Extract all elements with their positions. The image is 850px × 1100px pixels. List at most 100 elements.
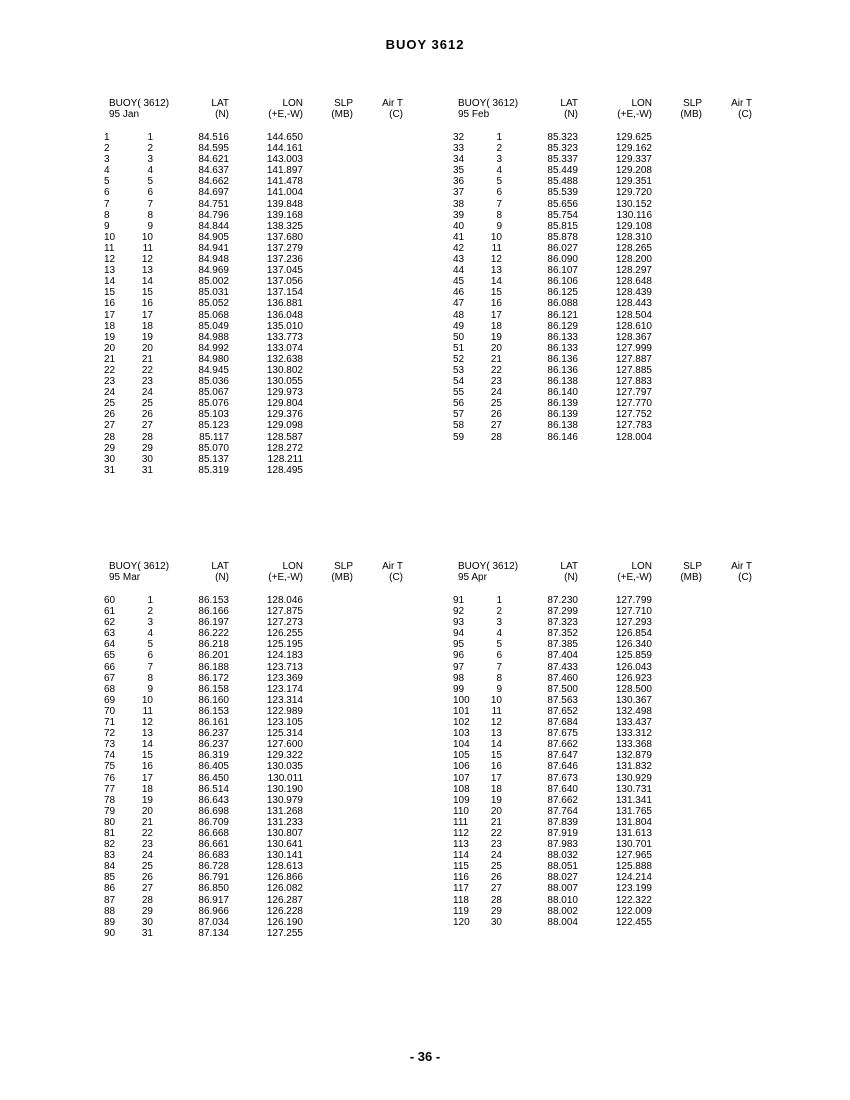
table-row: 53 22 86.136 127.885 <box>452 365 802 376</box>
cell-day: 28 <box>490 894 502 906</box>
table-row: 9 9 84.844 138.325 <box>103 221 453 232</box>
cell-lat: 88.007 <box>547 883 578 895</box>
cell-day: 30 <box>141 916 153 928</box>
cell-lon: 130.367 <box>615 694 652 706</box>
table-row: 6 6 84.697 141.004 <box>103 187 453 198</box>
table-row: 79 20 86.698 131.268 <box>103 806 453 817</box>
cell-lon: 130.035 <box>266 761 303 773</box>
table-row: 8 8 84.796 139.168 <box>103 210 453 221</box>
cell-lon: 127.255 <box>266 927 303 939</box>
cell-lat: 84.697 <box>198 187 229 199</box>
cell-idx: 109 <box>453 794 470 806</box>
cell-idx: 30 <box>104 453 116 465</box>
cell-idx: 68 <box>104 683 116 695</box>
cell-lat: 84.992 <box>198 342 229 354</box>
cell-idx: 46 <box>453 287 465 299</box>
table-row: 65 6 86.201 124.183 <box>103 650 453 661</box>
cell-day: 19 <box>490 794 502 806</box>
table-row: 30 30 85.137 128.211 <box>103 454 453 465</box>
header-slp-unit: (MB) <box>680 109 702 120</box>
cell-idx: 88 <box>104 905 116 917</box>
cell-day: 9 <box>496 220 502 232</box>
table-row: 39 8 85.754 130.116 <box>452 210 802 221</box>
cell-idx: 91 <box>453 595 465 606</box>
cell-lat: 86.139 <box>547 409 578 421</box>
table-row: 48 17 86.121 128.504 <box>452 310 802 321</box>
cell-day: 3 <box>496 154 502 166</box>
cell-idx: 5 <box>104 176 110 188</box>
table-row: 118 28 88.010 122.322 <box>452 895 802 906</box>
table-row: 16 16 85.052 136.881 <box>103 298 453 309</box>
cell-idx: 110 <box>453 805 469 817</box>
cell-idx: 69 <box>104 694 116 706</box>
cell-day: 1 <box>496 132 502 143</box>
cell-day: 20 <box>141 805 153 817</box>
cell-lon: 131.268 <box>266 805 303 817</box>
table-row: 61 2 86.166 127.875 <box>103 606 453 617</box>
cell-day: 1 <box>147 132 153 143</box>
header-lat-unit: (N) <box>564 572 578 583</box>
header-slp-unit: (MB) <box>331 572 353 583</box>
cell-day: 16 <box>141 761 153 773</box>
cell-lat: 85.449 <box>547 165 578 177</box>
header-slp: SLP <box>334 561 353 572</box>
cell-day: 2 <box>147 606 153 618</box>
cell-day: 4 <box>496 628 502 640</box>
cell-day: 14 <box>141 276 153 288</box>
cell-idx: 43 <box>453 254 465 266</box>
table-row: 114 24 88.032 127.965 <box>452 850 802 861</box>
cell-idx: 17 <box>104 309 116 321</box>
cell-lon: 129.108 <box>615 220 652 232</box>
cell-idx: 23 <box>104 376 116 388</box>
cell-lat: 87.433 <box>547 661 578 673</box>
cell-idx: 72 <box>104 728 116 740</box>
table-row: 11 11 84.941 137.279 <box>103 243 453 254</box>
cell-day: 4 <box>147 165 153 177</box>
cell-lon: 126.190 <box>266 916 303 928</box>
cell-day: 29 <box>141 442 153 454</box>
table-row: 71 12 86.161 123.105 <box>103 717 453 728</box>
cell-lon: 128.004 <box>615 431 652 443</box>
cell-idx: 105 <box>453 750 470 762</box>
cell-idx: 6 <box>104 187 110 199</box>
table-row: 54 23 86.138 127.883 <box>452 376 802 387</box>
cell-idx: 55 <box>453 387 465 399</box>
cell-lon: 127.799 <box>615 595 652 606</box>
table-row: 50 19 86.133 128.367 <box>452 332 802 343</box>
cell-idx: 77 <box>104 783 116 795</box>
cell-idx: 98 <box>453 672 465 684</box>
cell-lat: 86.319 <box>198 750 229 762</box>
table-row: 56 25 86.139 127.770 <box>452 398 802 409</box>
table-row: 51 20 86.133 127.999 <box>452 343 802 354</box>
cell-lon: 127.600 <box>266 739 303 751</box>
cell-lat: 88.027 <box>547 872 578 884</box>
cell-lat: 87.500 <box>547 683 578 695</box>
cell-day: 18 <box>141 783 153 795</box>
table-row: 28 28 85.117 128.587 <box>103 432 453 443</box>
cell-lon: 125.888 <box>615 861 652 873</box>
cell-lat: 84.945 <box>198 364 229 376</box>
cell-idx: 104 <box>453 739 470 751</box>
cell-day: 18 <box>490 320 502 332</box>
cell-day: 6 <box>147 187 153 199</box>
cell-lon: 130.141 <box>266 850 303 862</box>
cell-lon: 126.043 <box>615 661 652 673</box>
cell-lon: 126.082 <box>266 883 303 895</box>
cell-lon: 139.168 <box>266 209 303 221</box>
cell-idx: 82 <box>104 839 116 851</box>
cell-day: 12 <box>141 254 153 266</box>
cell-day: 16 <box>490 298 502 310</box>
cell-lon: 122.009 <box>615 905 652 917</box>
table-row: 24 24 85.067 129.973 <box>103 387 453 398</box>
cell-lat: 84.905 <box>198 231 229 243</box>
cell-lon: 122.455 <box>615 916 652 928</box>
cell-day: 22 <box>141 364 153 376</box>
cell-lon: 137.045 <box>266 265 303 277</box>
cell-lat: 86.850 <box>198 883 229 895</box>
cell-day: 8 <box>147 209 153 221</box>
table-apr: BUOY( 3612) 95 Apr LAT (N) LON (+E,-W) SLP (MB)… <box>452 561 802 928</box>
cell-idx: 96 <box>453 650 465 662</box>
cell-lon: 131.765 <box>615 805 652 817</box>
cell-idx: 15 <box>104 287 116 299</box>
header-air-temp-unit: (C) <box>738 572 752 583</box>
